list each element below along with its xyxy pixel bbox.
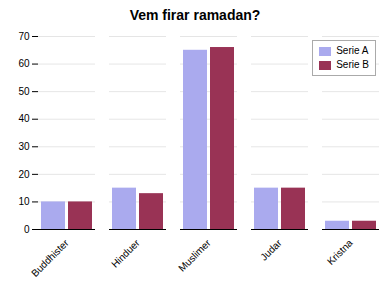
svg-text:70: 70 (18, 31, 30, 42)
html-text:Serie A: Serie A (336, 45, 369, 56)
svg-text:40: 40 (18, 113, 30, 124)
svg-text:60: 60 (18, 58, 30, 69)
svg-text:50: 50 (18, 86, 30, 97)
svg-text:Kristna: Kristna (325, 237, 355, 267)
svg-text:Judar: Judar (258, 237, 284, 263)
html-text:Serie B: Serie B (336, 59, 369, 70)
svg-text:0: 0 (24, 224, 30, 235)
svg-text:Muslimer: Muslimer (176, 237, 213, 274)
svg-text:30: 30 (18, 141, 30, 152)
html-text:Vem firar ramadan?: Vem firar ramadan? (129, 7, 261, 23)
svg-text:20: 20 (18, 169, 30, 180)
svg-text:Buddhister: Buddhister (29, 237, 71, 279)
svg-text:10: 10 (18, 196, 30, 207)
svg-text:Hinduer: Hinduer (109, 237, 142, 270)
